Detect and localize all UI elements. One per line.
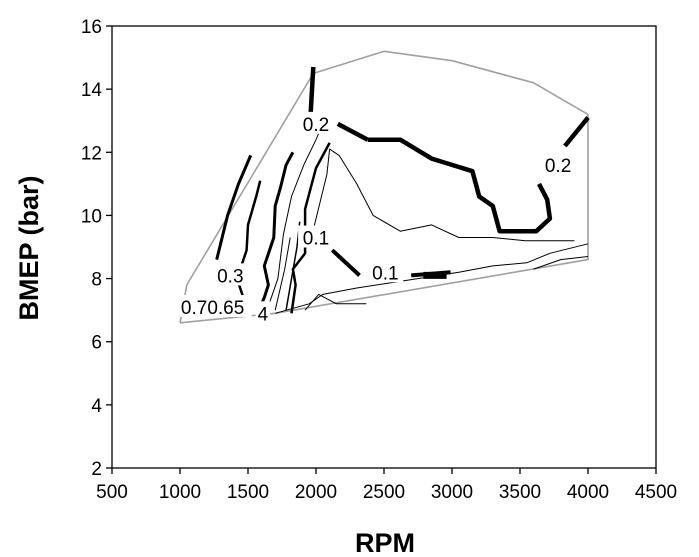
contour-line-0_2 xyxy=(367,137,553,234)
y-tick-label: 12 xyxy=(81,143,102,164)
contour-line-0_1 xyxy=(330,248,361,277)
contour-label: 0.1 xyxy=(372,263,398,284)
contour-label: 0.70.65 xyxy=(181,298,244,319)
contour-label-background xyxy=(173,294,252,317)
y-tick-label: 10 xyxy=(81,206,102,227)
contour-line-0_7 xyxy=(215,154,253,260)
y-tick-label: 4 xyxy=(91,396,102,417)
y-axis-title: BMEP (bar) xyxy=(14,175,44,320)
contour-label-background xyxy=(255,301,271,324)
contour-line-0_05 xyxy=(533,256,589,270)
x-tick-label: 3500 xyxy=(499,482,541,503)
contour-label: 4 xyxy=(258,304,269,325)
contour-label: 0.2 xyxy=(545,156,571,177)
contour-label-background xyxy=(212,263,249,286)
contour-line-0_2 xyxy=(308,66,316,115)
contour-labels: 0.2 0.2 0.1 0.1 0.3 0.70.65 4 xyxy=(173,111,576,325)
y-tick-label: 8 xyxy=(91,270,102,291)
x-axis-title: RPM xyxy=(355,528,415,557)
y-axis-ticks: 2 4 6 8 10 12 14 16 xyxy=(81,17,112,480)
contour-label-background xyxy=(367,260,404,283)
y-tick-label: 16 xyxy=(81,17,102,38)
contour-label-background xyxy=(540,152,576,175)
contour-line-0_4 xyxy=(266,133,320,311)
x-tick-label: 4500 xyxy=(635,482,677,503)
x-axis-ticks: 500 1000 1500 2000 2500 3000 3500 4000 4500 xyxy=(96,468,677,503)
x-tick-label: 1500 xyxy=(227,482,269,503)
contour-line-0_2 xyxy=(336,121,369,142)
x-tick-label: 4000 xyxy=(567,482,609,503)
operating-boundary xyxy=(179,50,589,324)
y-tick-label: 14 xyxy=(81,80,103,101)
y-tick-label: 6 xyxy=(91,333,102,354)
contour-line-0_05 xyxy=(304,293,367,311)
y-tick-label: 2 xyxy=(91,459,102,480)
contour-line-0_05 xyxy=(310,148,575,242)
contour-label: 0.1 xyxy=(303,229,329,250)
contour-label-background xyxy=(298,111,334,134)
contour-label: 0.2 xyxy=(303,115,329,136)
boundary-line xyxy=(179,50,589,324)
contour-line-0_2 xyxy=(563,116,590,148)
contour-line-0_5 xyxy=(256,151,295,314)
x-tick-label: 1000 xyxy=(159,482,201,503)
x-tick-label: 500 xyxy=(96,482,128,503)
contour-line-0_3 xyxy=(274,237,291,311)
contour-line-0_3 xyxy=(290,142,331,314)
x-tick-label: 2500 xyxy=(363,482,405,503)
contour-label: 0.3 xyxy=(217,266,243,287)
contour-label-background xyxy=(298,225,334,248)
x-tick-label: 2000 xyxy=(295,482,337,503)
contour-line-0_05 xyxy=(275,243,589,314)
x-tick-label: 3000 xyxy=(431,482,473,503)
